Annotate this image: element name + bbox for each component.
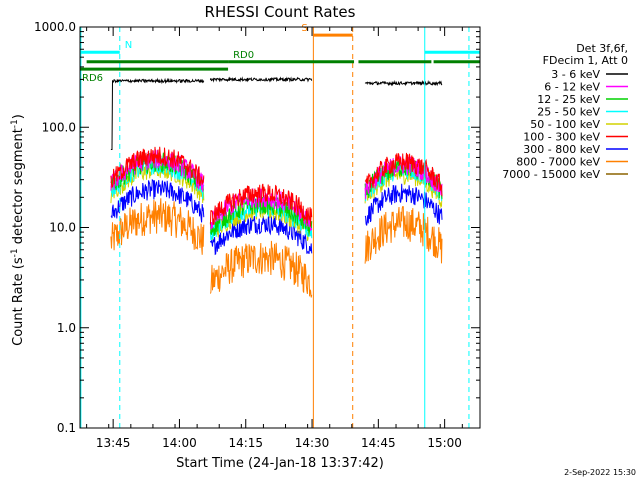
- legend-label-2: 6 - 12 keV: [544, 81, 600, 94]
- legend-label-7: 300 - 800 keV: [523, 143, 600, 156]
- footer-date: 2-Sep-2022 15:30: [564, 468, 636, 477]
- legend-label-4: 25 - 50 keV: [537, 106, 600, 119]
- x-tick-label: 14:00: [162, 436, 197, 450]
- series-line-100-300kev-seg1: [110, 146, 205, 189]
- series-line-3-6kev-seg1: [110, 77, 205, 150]
- y-axis-label-sup2: -1: [10, 119, 20, 128]
- axis-layer: 1000.0 100.0 10.0 1.0 0.1 13:45 14:00 14:15 14:3…: [34, 20, 480, 450]
- y-axis-label: Count Rate (s-1 detector segment-1): [10, 114, 26, 346]
- x-tick-label: 13:45: [96, 436, 131, 450]
- y-axis-label-sup1: -1: [10, 248, 20, 257]
- legend-label-8: 800 - 7000 keV: [516, 156, 600, 169]
- legend-header-line-1: Det 3f,6f,: [576, 42, 628, 55]
- y-tick-label: 100.0: [42, 120, 76, 134]
- x-tick-label: 14:45: [361, 436, 396, 450]
- series-line-6-12kev-seg2: [210, 188, 313, 231]
- y-axis-label-end: ): [11, 114, 26, 119]
- chart-title: RHESSI Count Rates: [205, 3, 356, 21]
- legend-label-6: 100 - 300 keV: [523, 131, 600, 144]
- series-line-300-800kev-seg1: [110, 178, 205, 223]
- flag-label-s: S: [301, 23, 307, 34]
- flag-label-rd6: RD6: [82, 73, 103, 84]
- x-axis-label: Start Time (24-Jan-18 13:37:42): [176, 456, 384, 471]
- legend-label-3: 12 - 25 keV: [537, 93, 600, 106]
- series-line-3-6kev-seg3: [364, 79, 443, 87]
- flag-label-rd0: RD0: [233, 50, 254, 61]
- series-line-800-7000kev-seg2: [209, 240, 313, 298]
- series-line-300-800kev-seg2: [209, 215, 313, 256]
- series-line-800-7000kev-seg1: [110, 198, 205, 255]
- y-tick-label: 1.0: [57, 321, 76, 335]
- x-tick-label: 14:15: [228, 436, 263, 450]
- legend-label-9: 7000 - 15000 keV: [502, 168, 600, 181]
- y-axis-label-mid: detector segment: [11, 128, 26, 248]
- series-line-100-300kev-seg3: [364, 152, 443, 197]
- x-tick-label: 14:30: [295, 436, 330, 450]
- series-line-3-6kev-seg2: [209, 76, 313, 83]
- series-line-300-800kev-seg3: [364, 183, 443, 226]
- y-axis-label-main: Count Rate (s: [11, 257, 26, 346]
- flag-label-n: N: [125, 40, 132, 51]
- series-line-100-300kev-seg2: [209, 183, 313, 227]
- legend-header-line-2: FDecim 1, Att 0: [543, 54, 628, 67]
- y-tick-label: 1000.0: [34, 20, 76, 34]
- y-tick-label: 10.0: [49, 221, 76, 235]
- x-tick-label: 15:00: [427, 436, 462, 450]
- legend-label-1: 3 - 6 keV: [551, 68, 600, 81]
- legend-label-5: 50 - 100 keV: [530, 118, 600, 131]
- series-line-800-7000kev-seg3: [364, 206, 443, 264]
- y-tick-label: 0.1: [57, 421, 76, 435]
